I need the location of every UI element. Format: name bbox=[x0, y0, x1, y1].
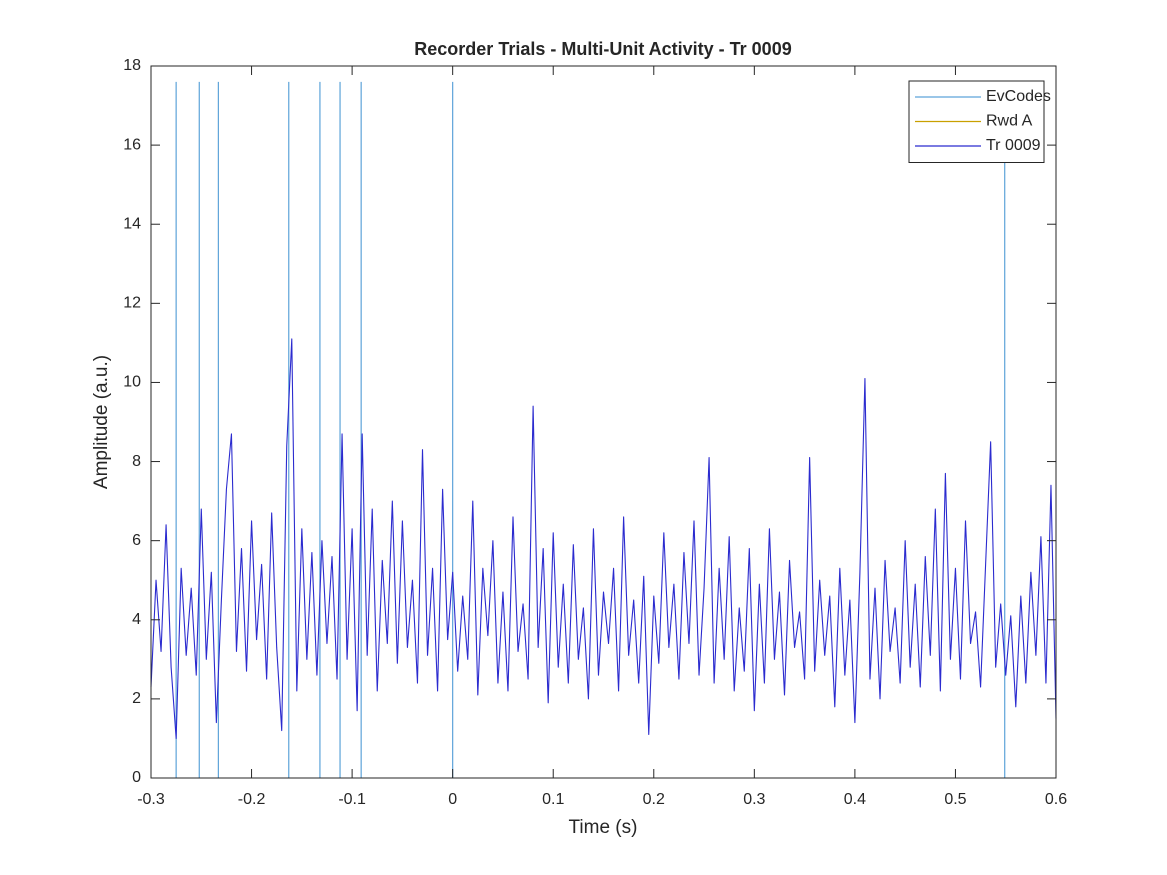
y-tick-label: 6 bbox=[132, 532, 141, 549]
y-tick-label: 12 bbox=[123, 295, 141, 312]
y-tick-label: 14 bbox=[123, 215, 141, 232]
chart-title: Recorder Trials - Multi-Unit Activity - … bbox=[414, 39, 791, 59]
x-tick-label: -0.2 bbox=[238, 791, 266, 808]
plot-area bbox=[151, 66, 1056, 778]
y-tick-label: 10 bbox=[123, 374, 141, 391]
legend-label: EvCodes bbox=[986, 88, 1051, 105]
y-tick-label: 8 bbox=[132, 453, 141, 470]
x-tick-label: 0.4 bbox=[844, 791, 866, 808]
x-tick-label: 0 bbox=[448, 791, 457, 808]
x-tick-label: 0.3 bbox=[743, 791, 765, 808]
y-tick-label: 0 bbox=[132, 769, 141, 786]
x-tick-label: 0.2 bbox=[643, 791, 665, 808]
y-tick-label: 16 bbox=[123, 136, 141, 153]
y-tick-label: 4 bbox=[132, 611, 141, 628]
y-axis-label: Amplitude (a.u.) bbox=[91, 355, 112, 489]
axes-box bbox=[150, 65, 1057, 779]
x-tick-label: 0.6 bbox=[1045, 791, 1067, 808]
x-tick-label: 0.1 bbox=[542, 791, 564, 808]
x-tick-label: -0.1 bbox=[338, 791, 366, 808]
x-tick-label: -0.3 bbox=[137, 791, 165, 808]
y-tick-label: 18 bbox=[123, 57, 141, 74]
legend-label: Tr 0009 bbox=[986, 137, 1041, 154]
y-tick-label: 2 bbox=[132, 690, 141, 707]
x-axis-label: Time (s) bbox=[569, 817, 638, 838]
series-line bbox=[150, 338, 1057, 739]
x-tick-label: 0.5 bbox=[944, 791, 966, 808]
legend-label: Rwd A bbox=[986, 113, 1033, 130]
